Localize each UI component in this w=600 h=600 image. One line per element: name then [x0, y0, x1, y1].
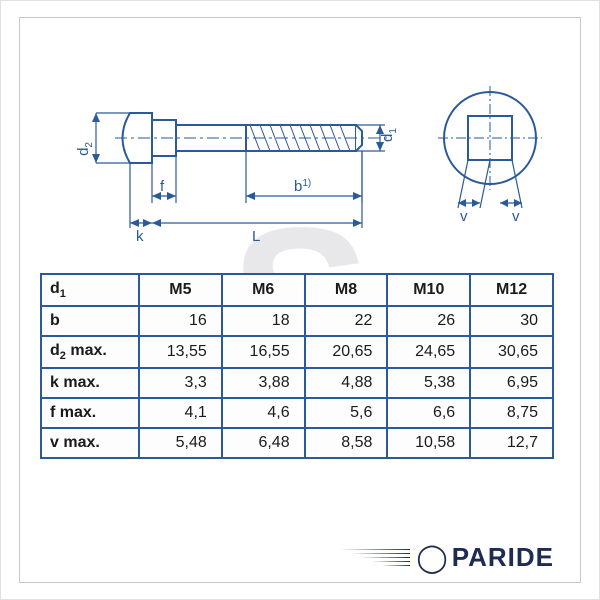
brand-text: PARIDE — [452, 542, 554, 573]
dimension-table: d1 M5 M6 M8 M10 M12 b1618222630d2 max.13… — [40, 273, 554, 459]
cell: 5,48 — [139, 428, 222, 458]
row-label: v max. — [41, 428, 139, 458]
cell: 26 — [387, 306, 470, 336]
cell: 24,65 — [387, 336, 470, 368]
inner-frame: S — [19, 17, 581, 583]
cell: 5,38 — [387, 368, 470, 398]
cell: 3,3 — [139, 368, 222, 398]
cell: 8,58 — [305, 428, 388, 458]
row-label: k max. — [41, 368, 139, 398]
brand-logo: ◯ PARIDE — [340, 541, 554, 574]
dim-L: L — [252, 228, 260, 245]
col-M10: M10 — [387, 274, 470, 306]
brand-lines-icon — [340, 547, 410, 569]
cell: 4,6 — [222, 398, 305, 428]
table-header-row: d1 M5 M6 M8 M10 M12 — [41, 274, 553, 306]
row-label: f max. — [41, 398, 139, 428]
side-view: d2 d1 — [75, 113, 399, 245]
cell: 5,6 — [305, 398, 388, 428]
dim-v-right: v — [512, 208, 520, 225]
cell: 6,95 — [470, 368, 553, 398]
table-row: d2 max.13,5516,5520,6524,6530,65 — [41, 336, 553, 368]
header-d1: d1 — [41, 274, 139, 306]
dim-b: b1) — [294, 178, 311, 195]
cell: 10,58 — [387, 428, 470, 458]
cell: 6,6 — [387, 398, 470, 428]
cell: 16 — [139, 306, 222, 336]
product-spec-card: S — [0, 0, 600, 600]
cell: 12,7 — [470, 428, 553, 458]
top-view: v v — [438, 86, 542, 225]
col-M8: M8 — [305, 274, 388, 306]
content: d2 d1 — [20, 18, 580, 582]
cell: 3,88 — [222, 368, 305, 398]
cell: 13,55 — [139, 336, 222, 368]
cell: 30 — [470, 306, 553, 336]
cell: 6,48 — [222, 428, 305, 458]
dim-v-left: v — [460, 208, 468, 225]
row-label: d2 max. — [41, 336, 139, 368]
cell: 30,65 — [470, 336, 553, 368]
cell: 22 — [305, 306, 388, 336]
brand-ring-icon: ◯ — [416, 541, 447, 574]
dim-f: f — [160, 178, 165, 195]
col-M5: M5 — [139, 274, 222, 306]
row-label: b — [41, 306, 139, 336]
svg-text:d2: d2 — [75, 142, 95, 156]
col-M12: M12 — [470, 274, 553, 306]
col-M6: M6 — [222, 274, 305, 306]
cell: 8,75 — [470, 398, 553, 428]
table-row: v max.5,486,488,5810,5812,7 — [41, 428, 553, 458]
table-row: b1618222630 — [41, 306, 553, 336]
dim-k: k — [136, 228, 144, 245]
technical-drawing: d2 d1 — [60, 48, 560, 258]
cell: 16,55 — [222, 336, 305, 368]
table-row: k max.3,33,884,885,386,95 — [41, 368, 553, 398]
cell: 4,1 — [139, 398, 222, 428]
table-row: f max.4,14,65,66,68,75 — [41, 398, 553, 428]
cell: 18 — [222, 306, 305, 336]
cell: 4,88 — [305, 368, 388, 398]
cell: 20,65 — [305, 336, 388, 368]
